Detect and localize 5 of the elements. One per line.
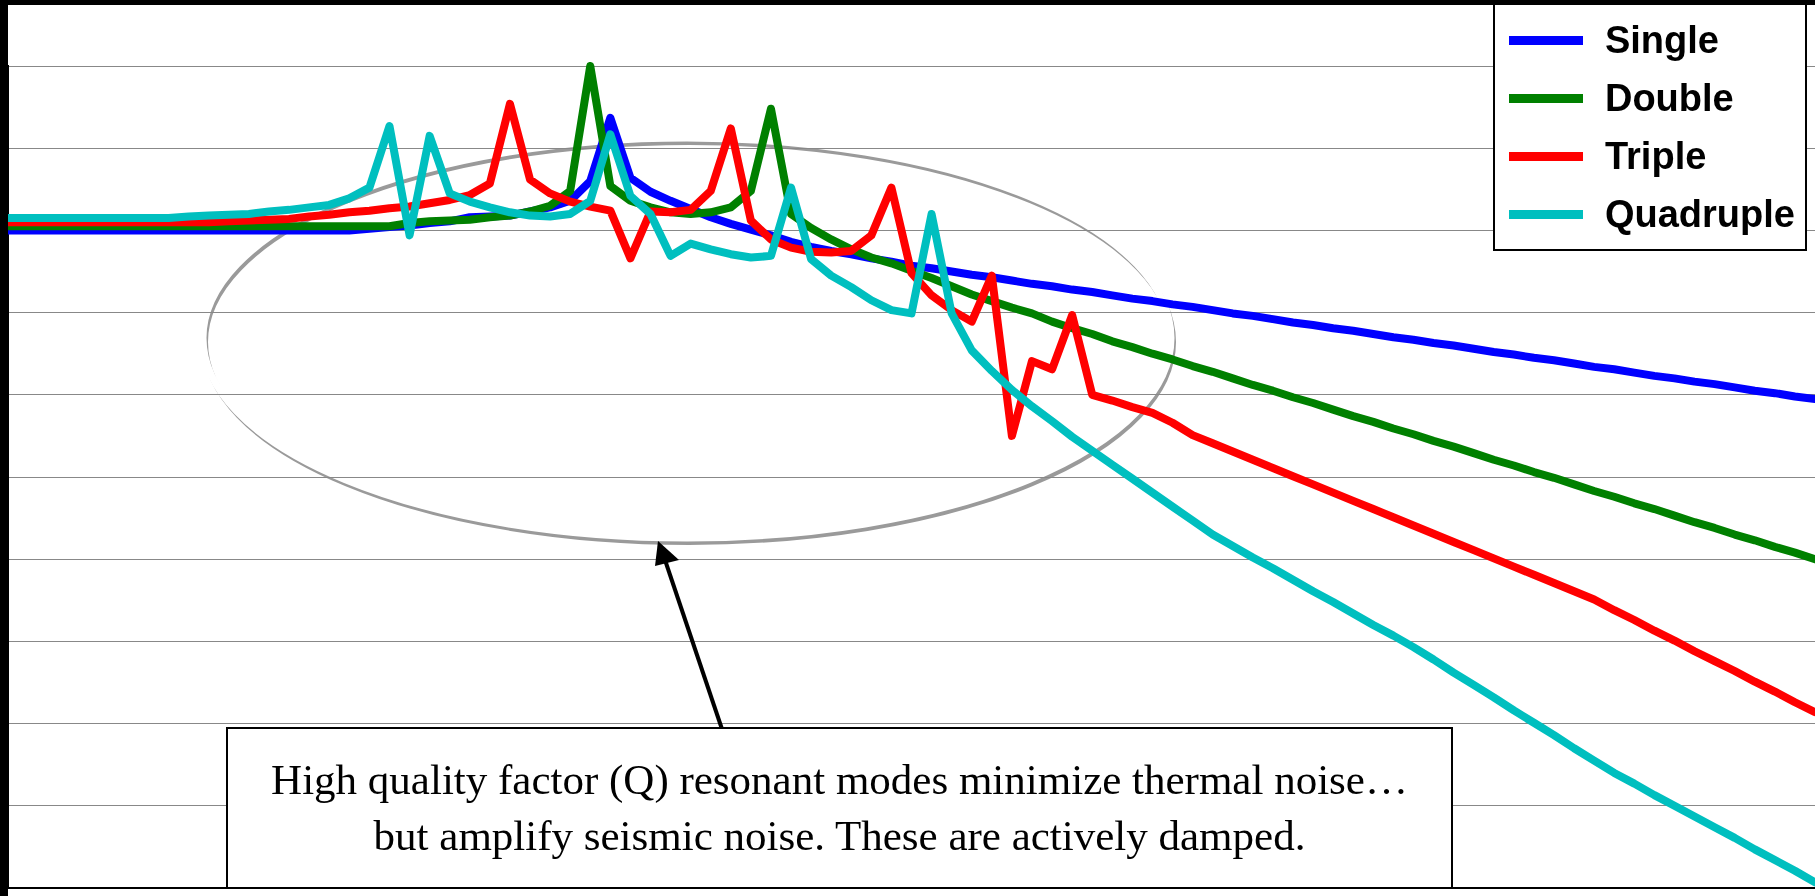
legend-label: Quadruple <box>1604 192 1795 236</box>
legend-label: Single <box>1604 18 1719 62</box>
legend-label: Triple <box>1604 134 1707 178</box>
legend-label: Double <box>1604 76 1734 120</box>
annotation: High quality factor (Q) resonant modes minimize thermal noise… but amplify seismic noise. These are actively damped. <box>271 755 1408 861</box>
